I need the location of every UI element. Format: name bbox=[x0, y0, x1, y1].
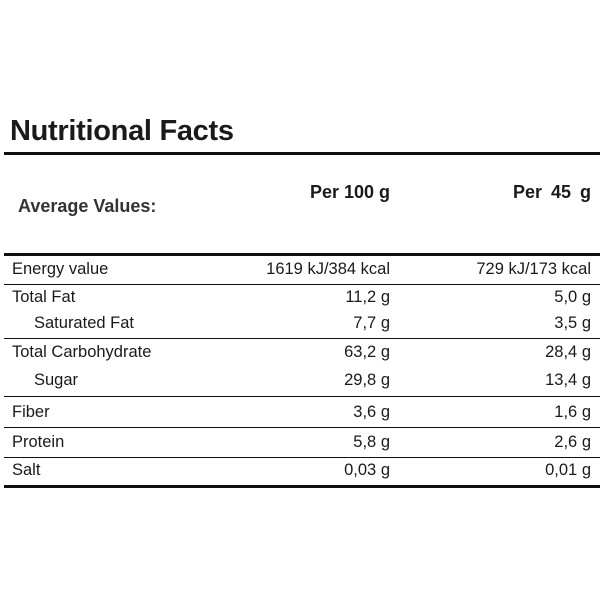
row-label: Saturated Fat bbox=[34, 314, 134, 332]
per-45g-value: 1,6 g bbox=[554, 403, 591, 421]
table-row: Sugar 29,8 g 13,4 g bbox=[0, 371, 600, 393]
table-row: Energy value 1619 kJ/384 kcal 729 kJ/173… bbox=[0, 260, 600, 282]
per-45g-value: 0,01 g bbox=[545, 461, 591, 479]
table-row: Saturated Fat 7,7 g 3,5 g bbox=[0, 314, 600, 336]
per-100g-value: 11,2 g bbox=[345, 288, 390, 306]
table-row: Salt 0,03 g 0,01 g bbox=[0, 461, 600, 483]
row-divider bbox=[4, 396, 600, 397]
table-row: Protein 5,8 g 2,6 g bbox=[0, 433, 600, 455]
table-bottom-rule bbox=[4, 485, 600, 488]
row-divider bbox=[4, 338, 600, 339]
title-divider bbox=[4, 152, 600, 155]
row-divider bbox=[4, 457, 600, 458]
per-45g-header: Per 45 g bbox=[512, 182, 591, 202]
header-divider bbox=[4, 253, 600, 256]
per-100g-value: 63,2 g bbox=[344, 343, 390, 361]
row-label: Total Carbohydrate bbox=[12, 343, 152, 361]
per-45g-value: 2,6 g bbox=[554, 433, 591, 451]
per-100g-value: 0,03 g bbox=[344, 461, 390, 479]
per-45g-value: 729 kJ/173 kcal bbox=[476, 260, 591, 278]
per-45g-value: 28,4 g bbox=[545, 343, 591, 361]
page-title: Nutritional Facts bbox=[10, 115, 234, 147]
row-divider bbox=[4, 427, 600, 428]
table-row: Total Fat 11,2 g 5,0 g bbox=[0, 288, 600, 310]
per-100g-value: 3,6 g bbox=[353, 403, 390, 421]
table-row: Total Carbohydrate 63,2 g 28,4 g bbox=[0, 343, 600, 365]
row-label: Salt bbox=[12, 461, 41, 479]
per-100g-value: 5,8 g bbox=[353, 433, 390, 451]
row-label: Protein bbox=[12, 433, 65, 451]
row-divider bbox=[4, 284, 600, 285]
table-row: Fiber 3,6 g 1,6 g bbox=[0, 403, 600, 425]
per-100g-value: 7,7 g bbox=[353, 314, 390, 332]
per-45g-value: 3,5 g bbox=[554, 314, 591, 332]
row-label: Fiber bbox=[12, 403, 50, 421]
row-label: Sugar bbox=[34, 371, 79, 389]
per-45g-value: 13,4 g bbox=[545, 371, 591, 389]
per-100g-value: 1619 kJ/384 kcal bbox=[266, 260, 390, 278]
row-label: Energy value bbox=[12, 260, 109, 278]
row-label: Total Fat bbox=[12, 288, 76, 306]
per-45g-value: 5,0 g bbox=[554, 288, 591, 306]
per-100g-header: Per 100 g bbox=[309, 182, 390, 202]
average-values-label: Average Values: bbox=[18, 196, 157, 216]
per-100g-value: 29,8 g bbox=[344, 371, 390, 389]
